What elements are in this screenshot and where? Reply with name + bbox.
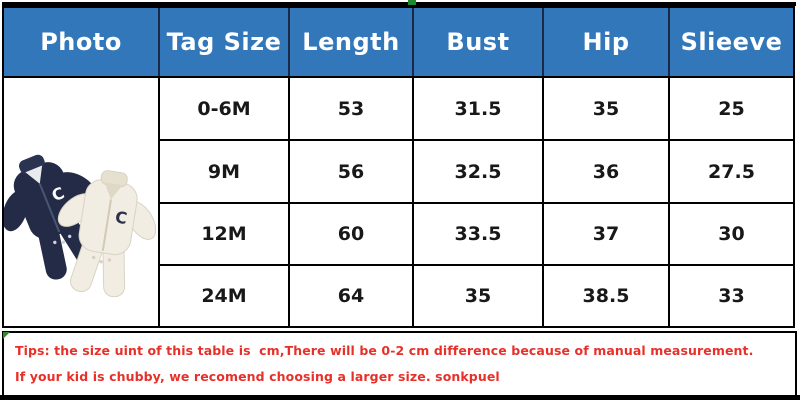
cell-hip-row1: 35 [542,76,668,139]
top-border-bar [2,2,796,6]
green-marker-tips-corner [3,332,10,339]
cream-romper: C [57,170,157,298]
cell-length-row1: 53 [288,76,412,139]
cell-length-row4: 64 [288,264,412,326]
cell-hip-row4: 38.5 [542,264,668,326]
cell-tag-size-row1: 0-6M [158,76,288,139]
tips-line1-suffix: ,There will be 0-2 cm difference because… [279,343,754,358]
tips-note: Tips: the size uint of this table is cm,… [2,331,797,395]
green-marker-top [408,0,416,5]
cell-sleeve-row3: 30 [668,202,793,264]
cell-bust-row2: 32.5 [412,139,542,202]
cell-length-row3: 60 [288,202,412,264]
cell-sleeve-row4: 33 [668,264,793,326]
cell-sleeve-row1: 25 [668,76,793,139]
cell-sleeve-row2: 27.5 [668,139,793,202]
cell-tag-size-row4: 24M [158,264,288,326]
cell-length-row2: 56 [288,139,412,202]
header-cell-photo: Photo [4,8,158,76]
header-cell-bust: Bust [412,8,542,76]
cell-hip-row2: 36 [542,139,668,202]
cell-hip-row3: 37 [542,202,668,264]
product-photo-cell: C C [4,76,158,326]
letter-c-cream: C [114,207,129,228]
cell-bust-row1: 31.5 [412,76,542,139]
cell-tag-size-row2: 9M [158,139,288,202]
tips-line-2: If your kid is chubby, we recomend choos… [15,369,500,384]
header-cell-sleeve: Slieeve [668,8,793,76]
header-cell-length: Length [288,8,412,76]
header-cell-tag-size: Tag Size [158,8,288,76]
bottom-border-bar [0,395,800,400]
cell-tag-size-row3: 12M [158,202,288,264]
tips-unit-cm: cm [259,343,280,358]
cell-bust-row4: 35 [412,264,542,326]
tips-line-1: Tips: the size uint of this table is cm,… [15,338,787,364]
size-table: Photo Tag Size Length Bust Hip Slieeve C [2,6,795,328]
cell-bust-row3: 33.5 [412,202,542,264]
rompers-photo: C C [4,154,157,298]
tips-line1-prefix: Tips: the size uint of this table is [15,343,256,358]
header-cell-hip: Hip [542,8,668,76]
